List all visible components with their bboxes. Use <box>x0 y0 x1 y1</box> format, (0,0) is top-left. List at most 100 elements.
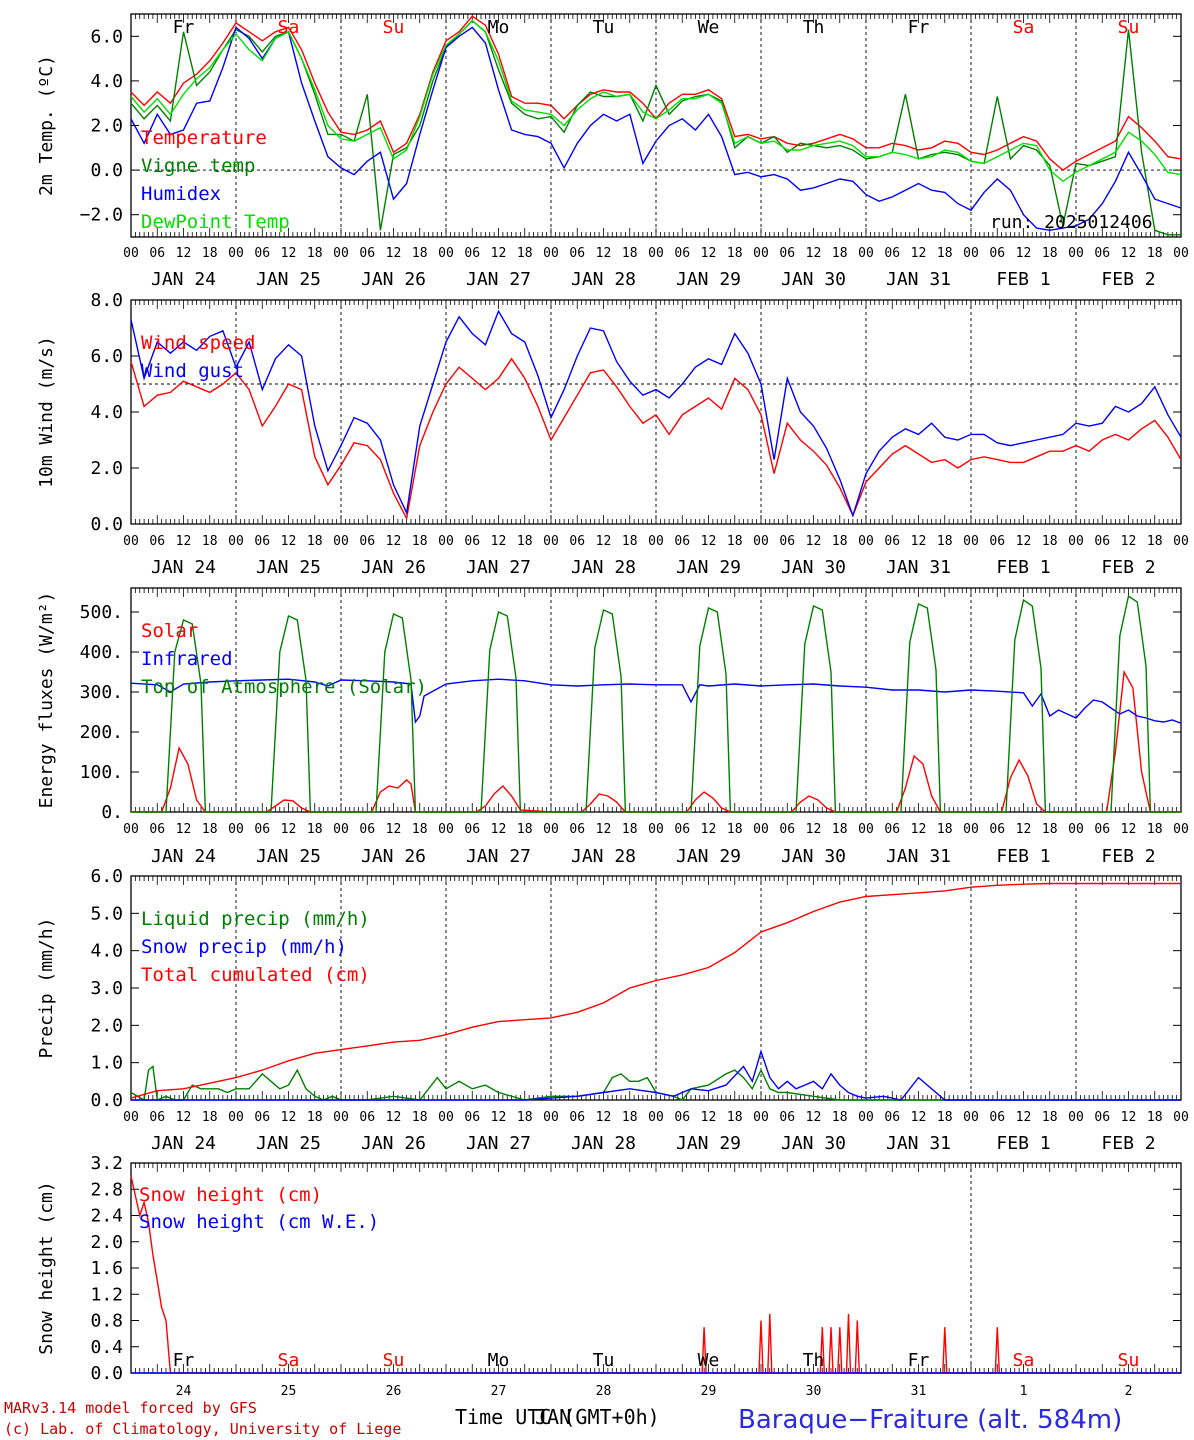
legend-entry: Vigne temp <box>141 155 255 177</box>
y-tick-label: 2.4 <box>90 1206 123 1227</box>
x-day-label: FEB 2 <box>1101 1133 1155 1154</box>
weekday-label: Fr <box>908 17 930 38</box>
x-day-label: JAN 29 <box>676 557 741 578</box>
x-hour-label: 12 <box>596 534 612 549</box>
x-day-number: 28 <box>596 1384 612 1399</box>
x-hour-label: 06 <box>779 822 795 837</box>
x-hour-label: 18 <box>1147 1110 1163 1125</box>
x-hour-label: 18 <box>307 534 323 549</box>
x-day-number: 24 <box>176 1384 192 1399</box>
y-tick-label: −2.0 <box>80 205 123 226</box>
x-day-label: JAN 30 <box>781 269 846 290</box>
y-tick-label: 5.0 <box>90 903 123 924</box>
x-day-number: 27 <box>491 1384 507 1399</box>
x-hour-label: 18 <box>202 1110 218 1125</box>
y-tick-label: 0. <box>101 802 123 823</box>
plot-frame <box>130 13 1182 238</box>
x-hour-label: 12 <box>701 246 717 261</box>
y-tick-label: 8.0 <box>90 290 123 311</box>
x-hour-label: 18 <box>937 1110 953 1125</box>
x-hour-label: 00 <box>858 534 874 549</box>
x-day-label: JAN 26 <box>361 1133 426 1154</box>
legend-entry: Temperature <box>141 127 267 149</box>
x-hour-label: 06 <box>254 1110 270 1125</box>
x-hour-label: 18 <box>1042 246 1058 261</box>
series-line-snow-height-cm- <box>130 1175 1181 1374</box>
x-day-label: FEB 1 <box>996 1133 1050 1154</box>
x-day-number: 31 <box>911 1384 927 1399</box>
x-hour-label: 06 <box>779 1110 795 1125</box>
footer-location: Baraque−Fraiture (alt. 584m) <box>738 1405 1122 1435</box>
x-hour-label: 06 <box>884 246 900 261</box>
legend-entry: Top of Atmosphere (Solar) <box>141 676 427 698</box>
x-hour-label: 12 <box>176 822 192 837</box>
x-day-label: JAN 28 <box>571 846 636 867</box>
x-hour-label: 06 <box>149 246 165 261</box>
x-hour-label: 18 <box>307 1110 323 1125</box>
y-tick-label: 1.0 <box>90 1053 123 1074</box>
x-hour-label: 18 <box>832 822 848 837</box>
chart-panel-1: −2.0 0.0 2.0 4.0 6.0 2m Temp. (ºC) Temperature… <box>36 13 1189 290</box>
series-line-dewpoint-temp <box>130 19 1182 183</box>
x-hour-label: 12 <box>491 822 507 837</box>
x-day-label: JAN 25 <box>256 846 321 867</box>
x-day-label: JAN 30 <box>781 557 846 578</box>
x-hour-label: 06 <box>674 534 690 549</box>
x-hour-label: 12 <box>806 534 822 549</box>
series-spike <box>854 1320 860 1374</box>
legend-entry: DewPoint Temp <box>141 211 290 233</box>
x-hour-label: 12 <box>911 246 927 261</box>
x-hour-label: 12 <box>176 1110 192 1125</box>
x-day-label: JAN 25 <box>256 1133 321 1154</box>
x-hour-label: 00 <box>858 246 874 261</box>
x-hour-label: 18 <box>622 246 638 261</box>
legend-entry: Wind gust <box>141 360 244 382</box>
x-hour-label: 06 <box>569 246 585 261</box>
x-day-label: FEB 2 <box>1101 846 1155 867</box>
x-day-label: JAN 31 <box>886 557 951 578</box>
x-hour-label: 06 <box>1094 822 1110 837</box>
y-tick-label: 0.0 <box>90 160 123 181</box>
chart-panel-4: 0.0 1.0 2.0 3.0 4.0 5.0 6.0 Precip (mm/h) Liquid… <box>36 866 1189 1154</box>
weekday-label: Mo <box>488 17 510 38</box>
x-hour-label: 12 <box>1121 534 1137 549</box>
x-day-label: FEB 1 <box>996 269 1050 290</box>
x-hour-label: 12 <box>386 822 402 837</box>
x-hour-label: 12 <box>176 534 192 549</box>
x-hour-label: 00 <box>963 1110 979 1125</box>
weekday-label: Sa <box>278 17 300 38</box>
y-axis-label: 10m Wind (m/s) <box>36 336 57 488</box>
y-tick-label: 1.6 <box>90 1258 123 1279</box>
x-hour-label: 06 <box>359 534 375 549</box>
x-hour-label: 18 <box>622 822 638 837</box>
series-spike <box>845 1313 852 1374</box>
x-hour-label: 18 <box>937 822 953 837</box>
x-day-label: JAN 27 <box>466 1133 531 1154</box>
plot-frame <box>130 299 1182 525</box>
series-line-liquid-precip-mm-h- <box>130 1065 1181 1102</box>
x-hour-label: 00 <box>333 822 349 837</box>
x-hour-label: 06 <box>149 1110 165 1125</box>
x-day-label: JAN 29 <box>676 1133 741 1154</box>
weekday-label: Sa <box>278 1350 300 1371</box>
weekday-label: Su <box>1118 17 1140 38</box>
x-hour-label: 12 <box>806 822 822 837</box>
x-day-label: FEB 1 <box>996 557 1050 578</box>
x-hour-label: 00 <box>648 534 664 549</box>
x-hour-label: 00 <box>753 1110 769 1125</box>
series-line-humidex <box>130 26 1182 232</box>
x-hour-label: 00 <box>333 246 349 261</box>
weekday-label: Th <box>803 17 825 38</box>
x-hour-label: 18 <box>622 1110 638 1125</box>
legend-entry: Wind speed <box>141 332 255 354</box>
x-hour-label: 00 <box>1173 822 1189 837</box>
x-hour-label: 06 <box>1094 1110 1110 1125</box>
x-hour-label: 12 <box>386 246 402 261</box>
x-hour-label: 12 <box>281 534 297 549</box>
x-hour-label: 18 <box>517 822 533 837</box>
run-label: run: 2025012406 <box>990 212 1153 233</box>
x-hour-label: 00 <box>228 1110 244 1125</box>
x-day-label: JAN 25 <box>256 557 321 578</box>
x-hour-label: 06 <box>884 534 900 549</box>
y-tick-label: 1.2 <box>90 1284 123 1305</box>
